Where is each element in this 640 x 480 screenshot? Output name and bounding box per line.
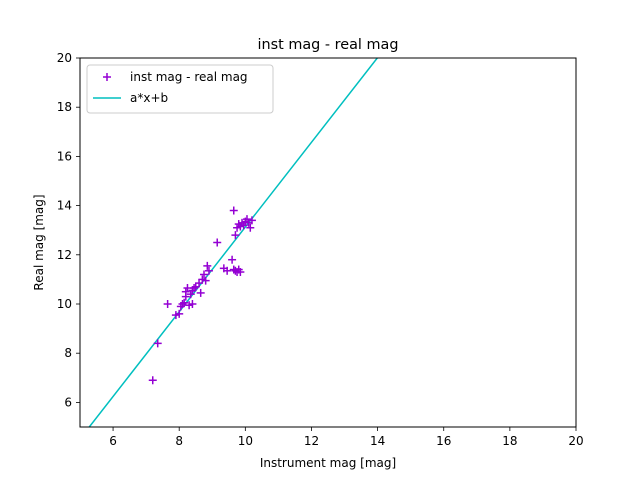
- y-tick-label: 10: [57, 297, 72, 311]
- legend-label-scatter: inst mag - real mag: [130, 70, 248, 84]
- data-point: [229, 206, 238, 215]
- y-tick-label: 16: [57, 149, 72, 163]
- data-point: [213, 238, 222, 247]
- data-point: [203, 261, 212, 270]
- data-point: [247, 216, 256, 225]
- x-tick-label: 20: [568, 434, 583, 448]
- plot-frame: [79, 57, 577, 428]
- data-point: [148, 376, 157, 385]
- x-tick-label: 16: [436, 434, 451, 448]
- data-point: [223, 266, 232, 275]
- legend: inst mag - real mag a*x+b: [86, 64, 274, 114]
- x-tick-label: 6: [109, 434, 117, 448]
- x-tick-label: 8: [175, 434, 183, 448]
- data-point: [178, 300, 187, 308]
- y-tick-label: 20: [57, 51, 72, 65]
- x-tick-label: 12: [304, 434, 319, 448]
- data-point: [201, 276, 210, 285]
- data-point: [228, 255, 237, 264]
- data-point: [236, 268, 245, 277]
- data-point: [204, 266, 213, 275]
- data-point: [181, 287, 190, 296]
- chart-title: inst mag - real mag: [258, 37, 399, 53]
- x-axis-label: Instrument mag [mag]: [260, 456, 396, 470]
- plot-area: [88, 58, 378, 427]
- y-tick-label: 14: [57, 199, 72, 213]
- data-point: [186, 290, 195, 299]
- x-tick-label: 10: [238, 434, 253, 448]
- y-tick-label: 8: [64, 346, 72, 360]
- data-point: [231, 231, 240, 240]
- fit-line: [88, 58, 378, 427]
- data-point: [242, 215, 251, 224]
- data-point: [188, 300, 197, 308]
- legend-plus-mark: [103, 73, 111, 81]
- data-point: [239, 221, 248, 230]
- data-point: [180, 298, 189, 307]
- y-tick-label: 6: [64, 395, 72, 409]
- x-tick-label: 14: [370, 434, 385, 448]
- data-point: [200, 270, 208, 279]
- data-point: [246, 223, 255, 232]
- data-point: [175, 309, 184, 318]
- y-axis-label: Real mag [mag]: [32, 194, 46, 290]
- y-axis: 6 8 10 12 14 16 18 20: [57, 51, 80, 409]
- legend-label-fit: a*x+b: [130, 91, 168, 105]
- y-tick-label: 18: [57, 100, 72, 114]
- y-tick-label: 12: [57, 248, 72, 262]
- data-point: [196, 288, 205, 297]
- data-point: [190, 284, 199, 293]
- x-axis: 6 8 10 12 14 16 18 20: [109, 427, 584, 448]
- legend-box: [86, 64, 274, 114]
- x-tick-label: 18: [502, 434, 517, 448]
- data-point: [163, 300, 172, 308]
- legend-marker-plus: [103, 73, 111, 81]
- data-point: [153, 339, 162, 348]
